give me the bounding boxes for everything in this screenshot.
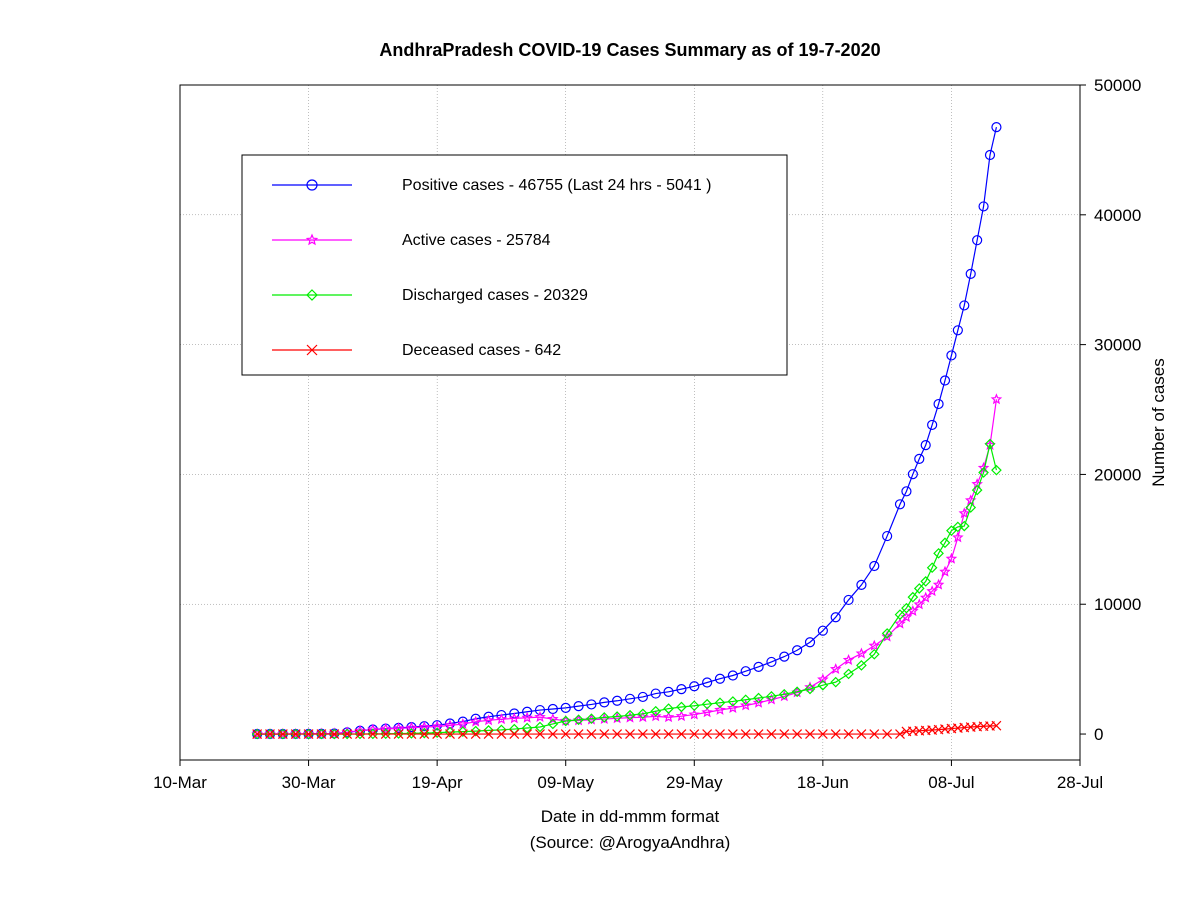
xtick-label: 29-May	[666, 773, 723, 792]
xtick-label: 30-Mar	[282, 773, 336, 792]
x-axis-label: Date in dd-mmm format	[541, 807, 720, 826]
legend-label-positive: Positive cases - 46755 (Last 24 hrs - 50…	[402, 177, 712, 194]
legend-label-deceased: Deceased cases - 642	[402, 342, 561, 359]
ytick-label: 0	[1094, 725, 1103, 744]
ytick-label: 10000	[1094, 595, 1141, 614]
ytick-label: 30000	[1094, 336, 1141, 355]
ytick-label: 50000	[1094, 76, 1141, 95]
xtick-label: 19-Apr	[412, 773, 463, 792]
xtick-label: 10-Mar	[153, 773, 207, 792]
x-axis-sublabel: (Source: @ArogyaAndhra)	[530, 833, 731, 852]
ytick-label: 20000	[1094, 465, 1141, 484]
legend-label-active: Active cases - 25784	[402, 232, 551, 249]
line-active	[257, 399, 996, 734]
series-active	[253, 395, 1001, 738]
chart-svg: 10-Mar 30-Mar 19-Apr 09-May 29-May 18-Jun 08-J…	[20, 20, 1180, 880]
chart-title: AndhraPradesh COVID-19 Cases Summary as …	[379, 40, 880, 60]
line-discharged	[257, 444, 996, 734]
chart-container: 10-Mar 30-Mar 19-Apr 09-May 29-May 18-Jun 08-J…	[20, 20, 1180, 880]
xtick-label: 08-Jul	[928, 773, 974, 792]
y-axis-label: Number of cases	[1149, 358, 1168, 487]
xtick-label: 28-Jul	[1057, 773, 1103, 792]
xtick-label: 18-Jun	[797, 773, 849, 792]
ytick-label: 40000	[1094, 206, 1141, 225]
legend-label-discharged: Discharged cases - 20329	[402, 287, 588, 304]
series-discharged	[253, 439, 1001, 738]
xtick-label: 09-May	[537, 773, 594, 792]
